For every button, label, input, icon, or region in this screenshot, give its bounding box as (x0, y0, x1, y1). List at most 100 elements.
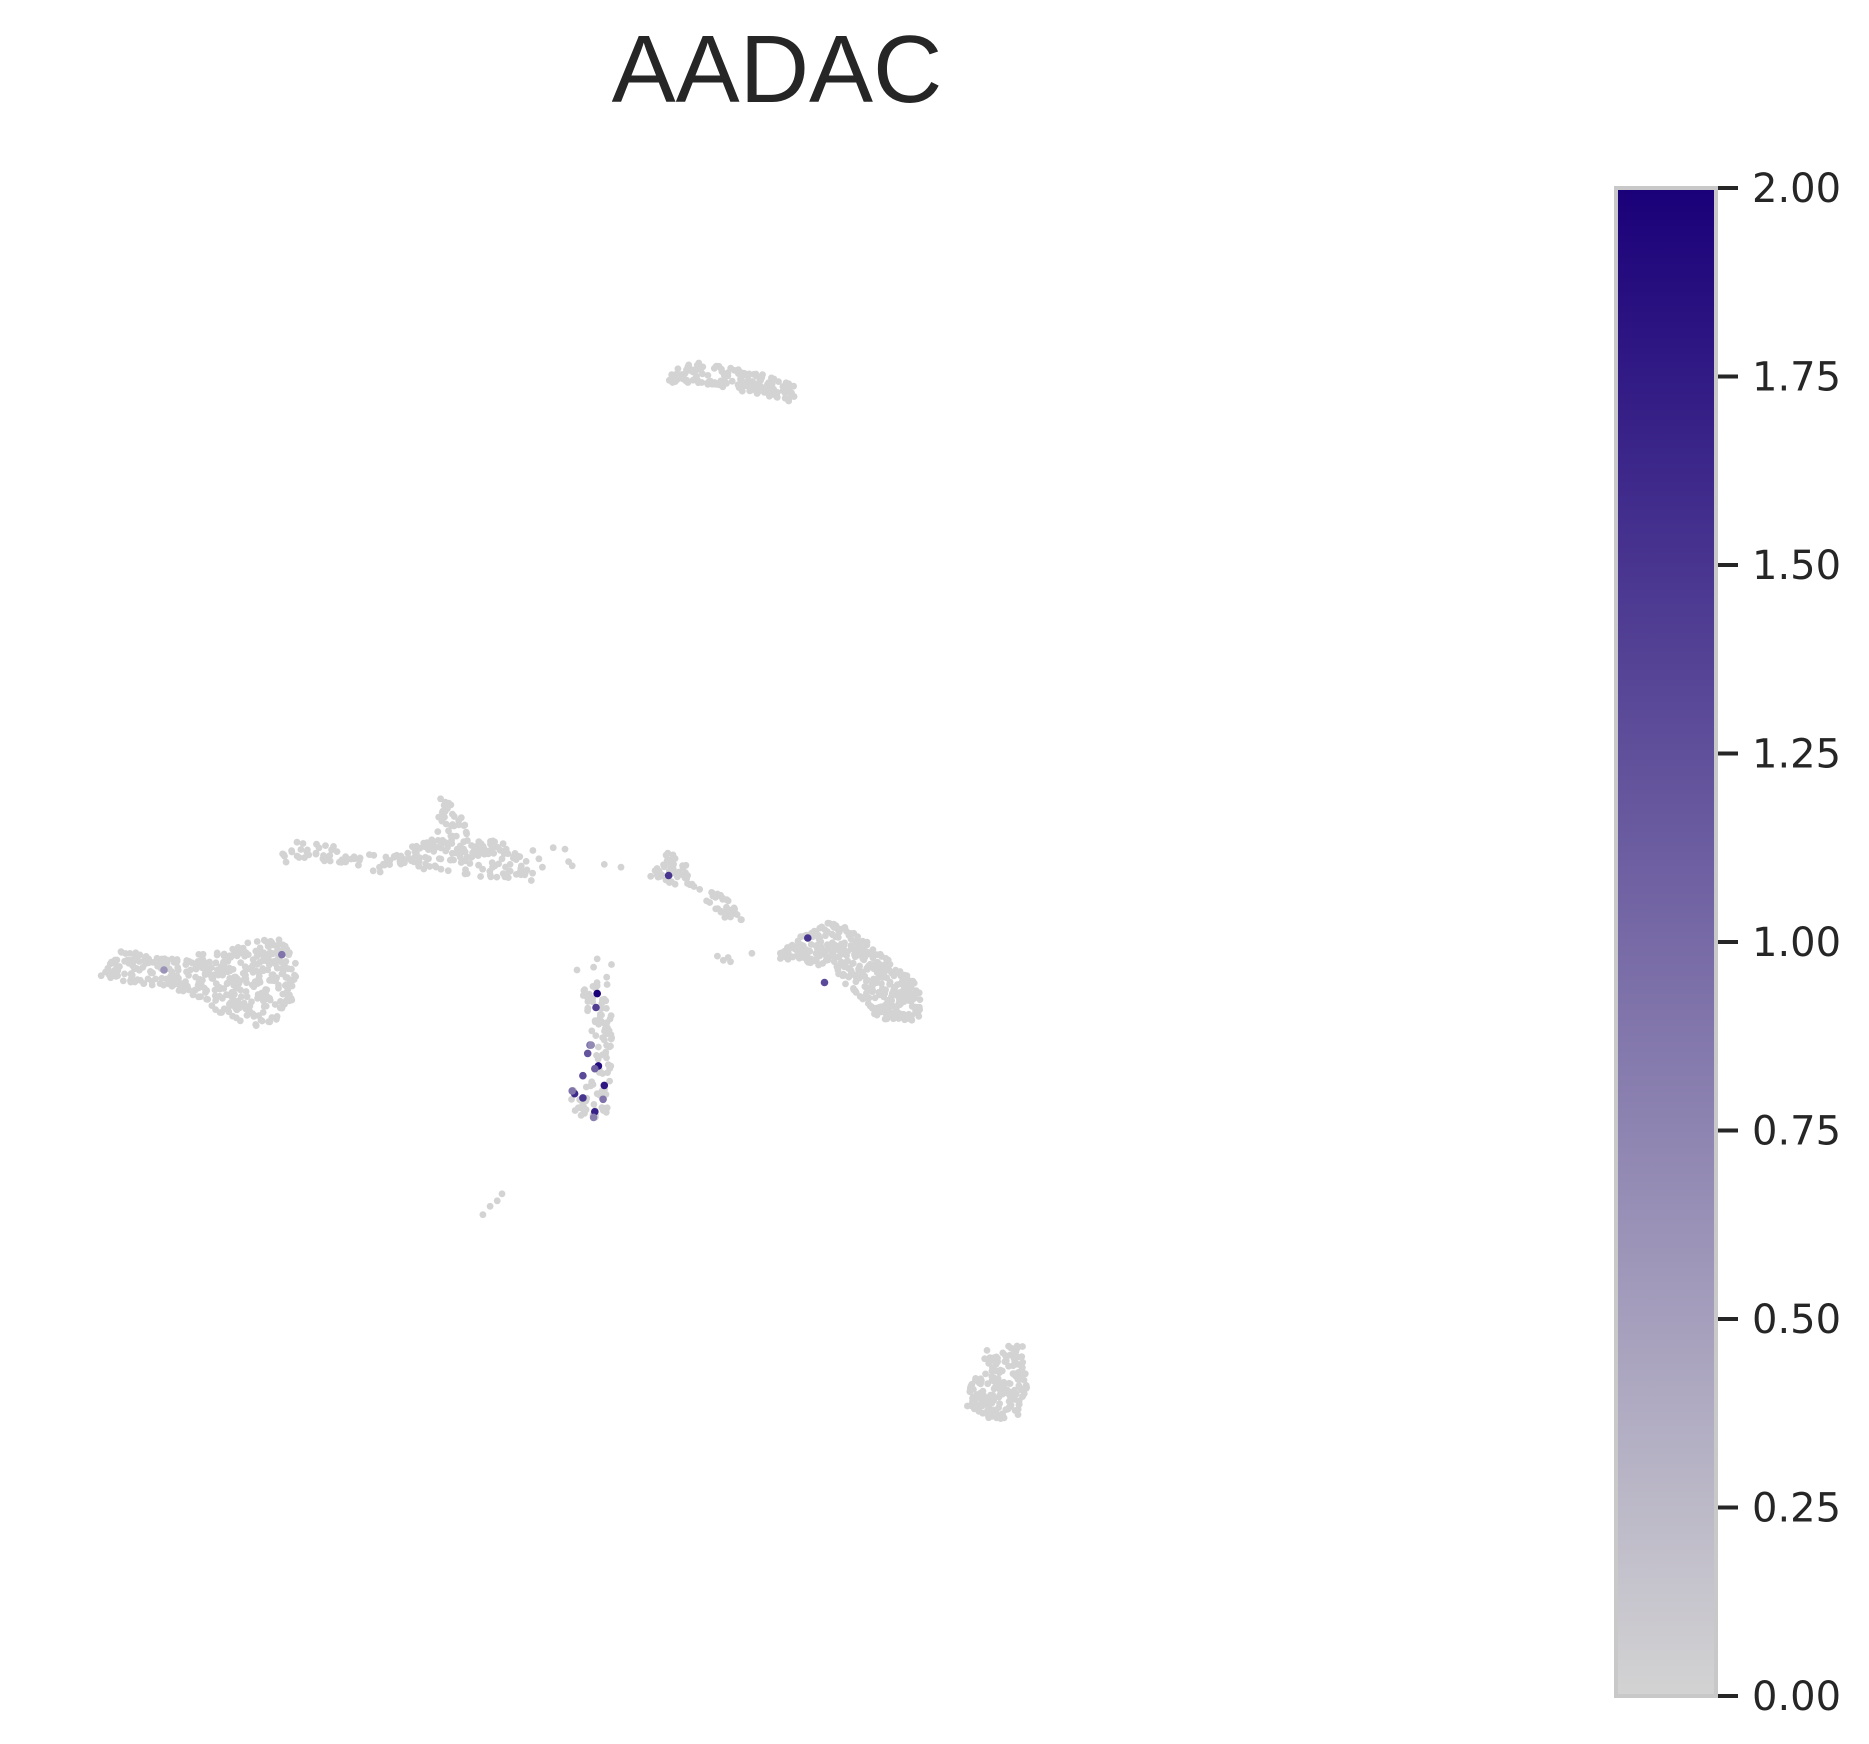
cell-point-cluster-3 (219, 994, 226, 1002)
cell-point-cluster-2 (664, 858, 672, 866)
cell-point-cluster-1 (486, 867, 494, 875)
cell-point (600, 995, 608, 1003)
cell-point-cluster-4 (596, 1011, 604, 1018)
cell-point-cluster-5 (902, 979, 910, 987)
cell-point-cluster-5 (824, 945, 832, 953)
cell-point-cluster-1 (449, 810, 456, 818)
cell-point-cluster-0 (747, 386, 755, 394)
colorbar-tick-label: 0.50 (1752, 1297, 1841, 1343)
cell-point (498, 1190, 506, 1198)
cell-point-cluster-5 (847, 944, 855, 952)
cell-point-cluster-4 (583, 993, 591, 1001)
cell-point-cluster-1 (529, 869, 536, 877)
cell-point-cluster-3 (246, 1002, 254, 1010)
expressed-cell-point (583, 1049, 592, 1058)
cell-point-cluster-6 (983, 1347, 991, 1354)
cell-point-cluster-6 (970, 1405, 978, 1413)
cell-point-cluster-3 (224, 968, 232, 976)
cell-point-cluster-2 (724, 897, 732, 905)
cell-point-cluster-3 (286, 991, 293, 999)
cell-point-cluster-6 (1006, 1380, 1014, 1387)
cell-point-cluster-5 (899, 995, 907, 1003)
cell-point-cluster-3 (278, 965, 286, 972)
expressed-cell-point (599, 1095, 607, 1104)
cell-point-cluster-6 (1014, 1353, 1022, 1361)
cell-point-cluster-4 (606, 1065, 614, 1072)
cell-point-cluster-3 (253, 938, 261, 945)
cell-point-cluster-1 (338, 856, 346, 864)
cell-point-cluster-3 (147, 968, 154, 975)
colorbar-tick-label: 0.00 (1752, 1674, 1841, 1720)
cell-point-cluster-3 (268, 958, 275, 966)
cell-point-cluster-1 (463, 870, 471, 877)
cell-point-cluster-3 (220, 1005, 228, 1013)
cell-point-cluster-2 (667, 878, 675, 885)
cell-point-cluster-6 (1023, 1384, 1030, 1392)
cell-point-cluster-1 (315, 844, 323, 852)
cell-point-cluster-5 (836, 926, 844, 934)
cell-point-cluster-3 (244, 939, 252, 947)
cell-point-cluster-3 (131, 954, 139, 962)
cell-point-cluster-6 (982, 1370, 989, 1378)
cell-point-cluster-6 (981, 1355, 989, 1363)
cell-point-cluster-1 (299, 840, 307, 847)
expressed-cell-point (587, 1041, 595, 1049)
cell-point-cluster-3 (199, 950, 207, 958)
cell-point-cluster-3 (111, 956, 119, 964)
cell-point-cluster-5 (886, 960, 894, 968)
cell-point-cluster-1 (466, 860, 474, 867)
cell-point-cluster-4 (606, 1077, 613, 1085)
cell-point-cluster-5 (861, 972, 869, 980)
cell-point-cluster-1 (447, 856, 455, 864)
cell-point-cluster-6 (992, 1359, 1000, 1366)
cell-point-cluster-1 (326, 852, 334, 859)
cell-point-cluster-1 (517, 862, 525, 870)
cell-point-cluster-3 (277, 958, 285, 966)
cell-point-cluster-1 (404, 849, 412, 857)
cell-point-cluster-3 (121, 970, 128, 978)
cell-point-cluster-5 (817, 941, 824, 949)
cell-point-cluster-1 (415, 862, 423, 870)
cell-point-cluster-1 (297, 846, 305, 853)
cell-point-cluster-1 (445, 827, 452, 835)
cell-point-cluster-5 (803, 952, 811, 960)
cell-point-cluster-3 (144, 975, 152, 983)
cell-point-cluster-3 (184, 982, 191, 990)
cell-point-cluster-4 (602, 1109, 610, 1116)
cell-point-cluster-3 (229, 991, 237, 999)
cell-point (590, 963, 597, 971)
cell-point-cluster-4 (594, 1055, 602, 1063)
cell-point-cluster-3 (236, 1017, 244, 1025)
cell-point-cluster-0 (738, 387, 746, 395)
cell-point-cluster-1 (499, 870, 507, 877)
cell-point-cluster-5 (905, 994, 913, 1001)
cell-point-cluster-3 (254, 980, 261, 987)
cell-point-cluster-5 (835, 953, 843, 961)
cell-point-cluster-5 (853, 944, 861, 952)
cell-point-cluster-1 (437, 838, 444, 845)
cell-point-cluster-5 (878, 980, 885, 988)
cell-point-cluster-3 (260, 952, 268, 960)
cell-point-cluster-1 (479, 865, 486, 873)
cell-point-cluster-5 (889, 1002, 896, 1010)
cell-point-cluster-1 (527, 877, 535, 884)
cell-point-cluster-3 (271, 1001, 279, 1008)
cell-point-cluster-3 (212, 959, 220, 967)
cell-point-cluster-5 (826, 920, 833, 927)
cell-point-cluster-1 (497, 847, 504, 854)
cell-point-cluster-3 (292, 973, 300, 980)
cell-point-cluster-6 (1011, 1370, 1019, 1378)
expressed-cell-point (593, 989, 601, 998)
cell-point-cluster-5 (876, 991, 883, 999)
cell-point-cluster-2 (652, 867, 660, 875)
cell-point-cluster-3 (258, 1017, 266, 1025)
cell-point-cluster-0 (779, 383, 787, 390)
cell-point-cluster-3 (212, 997, 220, 1004)
cell-point-cluster-0 (739, 381, 747, 388)
cell-point-cluster-2 (683, 875, 690, 883)
cell-point-cluster-3 (255, 968, 263, 976)
cell-point-cluster-1 (469, 849, 476, 857)
cell-point-cluster-5 (805, 958, 812, 966)
cell-point-cluster-1 (493, 873, 501, 881)
